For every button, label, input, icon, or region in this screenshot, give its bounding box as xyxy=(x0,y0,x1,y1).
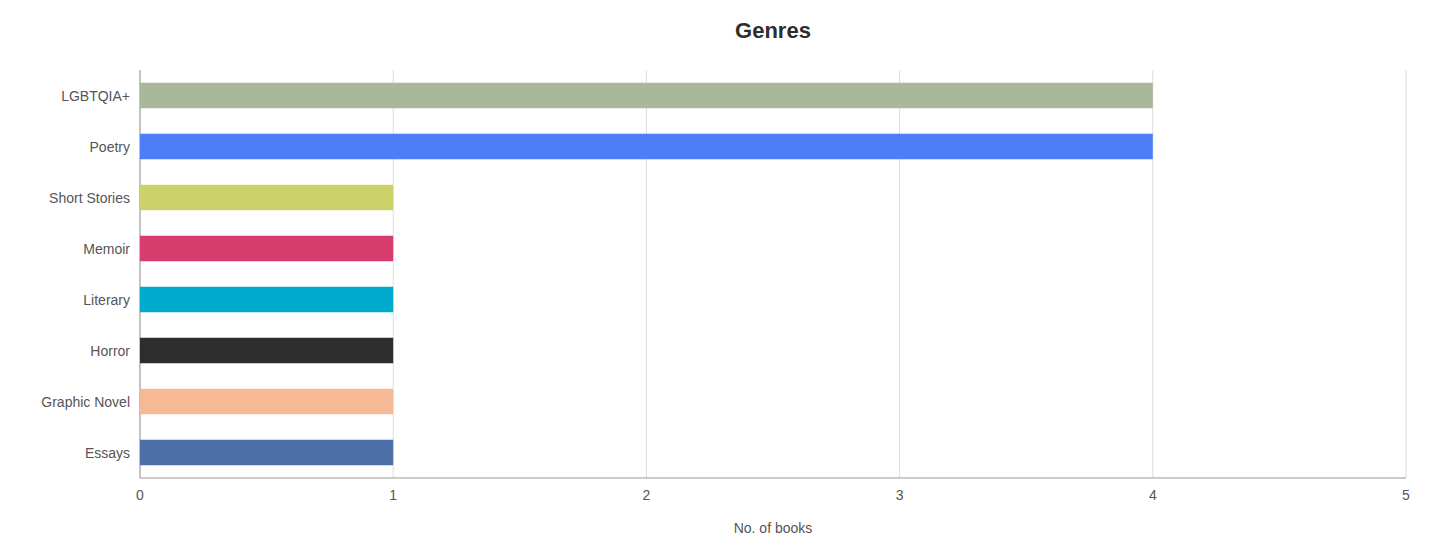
bars xyxy=(140,83,1153,466)
bar xyxy=(140,389,393,415)
category-label: Poetry xyxy=(90,139,130,155)
x-axis-line xyxy=(140,478,1406,479)
x-tick-label: 3 xyxy=(896,487,904,503)
category-label: Memoir xyxy=(83,241,130,257)
bar xyxy=(140,440,393,466)
category-label: Literary xyxy=(83,292,130,308)
y-axis-line xyxy=(140,70,141,478)
x-tick-label: 0 xyxy=(136,487,144,503)
grid-line xyxy=(1406,70,1407,478)
category-label: LGBTQIA+ xyxy=(61,88,130,104)
bar xyxy=(140,185,393,211)
x-tick-label: 5 xyxy=(1402,487,1410,503)
grid-line xyxy=(899,70,900,478)
category-label: Essays xyxy=(85,445,130,461)
grid-line xyxy=(393,70,394,478)
grid-line xyxy=(140,70,141,478)
chart-container: Genres 0 1 2 3 4 5 LGBTQIA+ Poetry Short Stories M… xyxy=(0,0,1456,553)
grid-line xyxy=(1152,70,1153,478)
chart-svg: Genres 0 1 2 3 4 5 LGBTQIA+ Poetry Short Stories M… xyxy=(0,0,1456,553)
grid-line xyxy=(646,70,647,478)
x-axis-label: No. of books xyxy=(734,520,813,536)
x-tick-label: 2 xyxy=(643,487,651,503)
category-label: Horror xyxy=(90,343,130,359)
x-tick-label: 4 xyxy=(1149,487,1157,503)
y-tick-labels: LGBTQIA+ Poetry Short Stories Memoir Literar… xyxy=(41,88,130,461)
x-tick-label: 1 xyxy=(389,487,397,503)
bar xyxy=(140,287,393,313)
category-label: Short Stories xyxy=(49,190,130,206)
category-label: Graphic Novel xyxy=(41,394,130,410)
x-ticks: 0 1 2 3 4 5 xyxy=(136,487,1410,503)
bar xyxy=(140,236,393,262)
grid xyxy=(140,70,1406,478)
bar xyxy=(140,338,393,364)
title: Genres xyxy=(735,18,811,43)
bar xyxy=(140,83,1153,109)
bar xyxy=(140,134,1153,160)
